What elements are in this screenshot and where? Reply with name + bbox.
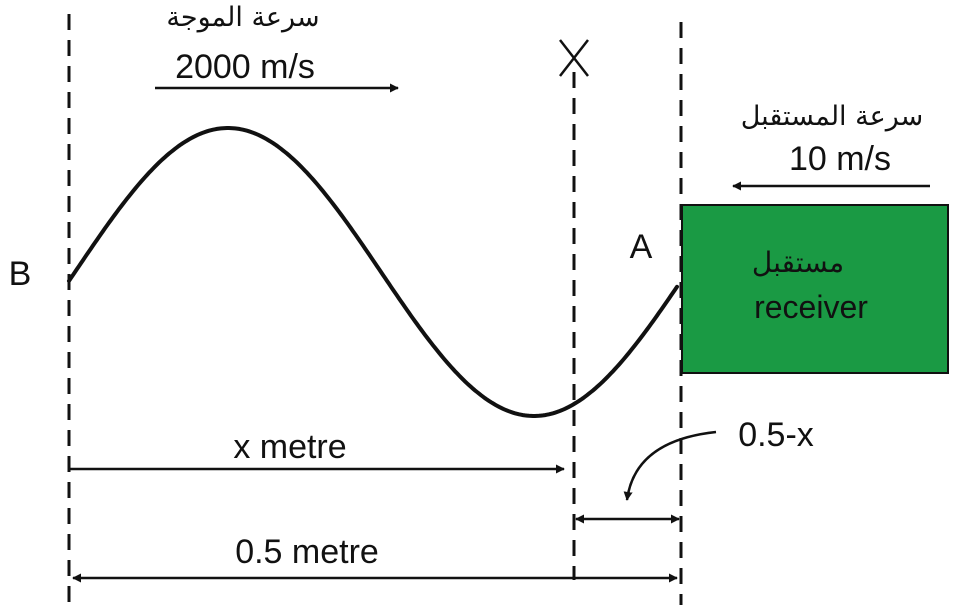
receiver-label-ar: مستقبل xyxy=(752,246,844,279)
receiver-speed-label: سرعة المستقبل xyxy=(741,101,924,132)
wave-speed-label: سرعة الموجة xyxy=(166,2,319,33)
remainder-pointer-arrow xyxy=(623,430,717,501)
receiver-speed-value: 10 m/s xyxy=(789,140,891,178)
point-a-label: A xyxy=(630,228,653,266)
wave-speed-value: 2000 m/s xyxy=(175,48,315,86)
receiver-box xyxy=(681,204,949,374)
remainder-distance-label: 0.5-x xyxy=(738,416,814,454)
x-point-marker xyxy=(559,39,589,77)
wave-curve xyxy=(67,126,679,418)
point-b-label: B xyxy=(9,255,32,293)
total-distance-label: 0.5 metre xyxy=(235,533,379,571)
x-distance-label: x metre xyxy=(233,428,346,466)
receiver-label-en: receiver xyxy=(754,289,868,325)
